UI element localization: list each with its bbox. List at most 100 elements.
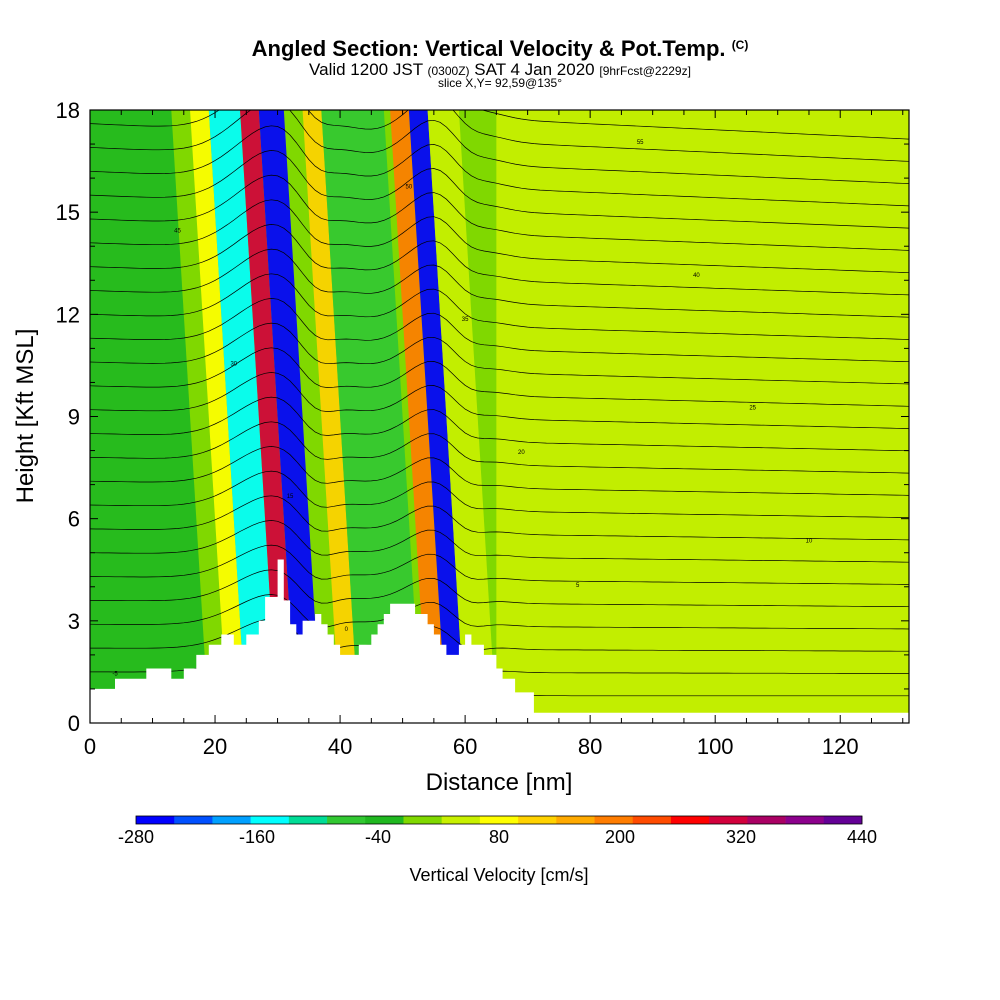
chart-slice-line: slice X,Y= 92,59@135° [437, 76, 563, 90]
x-tick-label: 20 [203, 734, 227, 759]
pot-temp-contour [90, 372, 909, 429]
colorbar-swatch [479, 816, 519, 824]
velocity-band [90, 110, 209, 723]
pot-temp-contour [90, 347, 909, 407]
pot-temp-contour [90, 150, 909, 229]
contour-label: 45 [174, 229, 181, 235]
colorbar-swatch [823, 816, 863, 824]
pot-temp-contour [481, 110, 909, 140]
pot-temp-contour [90, 125, 909, 207]
valid-date: SAT 4 Jan 2020 [474, 60, 595, 79]
x-tick-label: 40 [328, 734, 352, 759]
chart-title-text: Angled Section: Vertical Velocity & Pot.… [251, 36, 726, 61]
contour-label: -5 [112, 671, 118, 677]
terrain [90, 559, 909, 723]
pot-temp-contour [90, 298, 909, 363]
colorbar: -280 -160 -40 80 200 320 440 [118, 815, 877, 847]
colorbar-swatch [174, 816, 213, 824]
velocity-band [321, 110, 422, 723]
colorbar-swatch [709, 816, 748, 824]
y-tick-label: 0 [68, 711, 80, 736]
pot-temp-contour [90, 470, 909, 518]
velocity-band [427, 110, 497, 723]
colorbar-tick-label: 80 [489, 827, 509, 847]
colorbar-swatch [632, 816, 672, 824]
valid-fcst: [9hrFcst@2229z] [599, 64, 691, 78]
pot-temp-contour [90, 199, 909, 274]
pot-temp-contour [90, 248, 909, 318]
pot-temp-contour [90, 110, 909, 184]
pot-temp-contour [90, 224, 909, 296]
velocity-band [190, 110, 247, 723]
colorbar-swatch [441, 816, 481, 824]
velocity-band [390, 110, 447, 723]
contour-label: 10 [806, 539, 813, 545]
colorbar-swatch [288, 816, 328, 824]
colorbar-title: Vertical Velocity [cm/s] [409, 865, 588, 885]
colorbar-tick-label: 320 [726, 827, 756, 847]
colorbar-swatch [327, 816, 366, 824]
colorbar-swatch [670, 816, 710, 824]
valid-zulu: (0300Z) [427, 64, 470, 78]
x-axis-title: Distance [nm] [426, 769, 573, 796]
x-tick-label: 120 [822, 734, 859, 759]
y-axis: 0 3 6 9 12 15 18 [56, 98, 909, 736]
pot-temp-contour [90, 544, 909, 585]
pot-temp-contour [90, 273, 909, 340]
y-tick-label: 12 [56, 302, 80, 327]
chart-title: Angled Section: Vertical Velocity & Pot.… [0, 36, 1000, 62]
pot-temp-contour [90, 495, 909, 541]
colorbar-swatch [365, 816, 404, 824]
colorbar-tick-label: 440 [847, 827, 877, 847]
pot-temp-contour [90, 396, 909, 452]
pot-temp-contour [90, 520, 909, 563]
pot-temp-contour [90, 569, 909, 608]
y-tick-label: 6 [68, 507, 80, 532]
colorbar-swatch [136, 816, 175, 824]
chart-title-mark: (C) [731, 38, 749, 52]
y-tick-label: 18 [56, 98, 80, 123]
x-tick-label: 100 [697, 734, 734, 759]
contour-label: 35 [462, 317, 469, 323]
colorbar-swatch [250, 816, 290, 824]
contour-label: 55 [637, 140, 644, 146]
x-tick-label: 80 [578, 734, 602, 759]
colorbar-swatch [747, 816, 786, 824]
y-tick-label: 9 [68, 405, 80, 430]
contour-label: 5 [576, 583, 580, 589]
colorbar-tick-label: -280 [118, 827, 154, 847]
colorbar-frame [135, 815, 863, 825]
contour-label: 30 [230, 361, 237, 367]
colorbar-tick-label: -40 [365, 827, 391, 847]
valid-prefix: Valid 1200 JST [309, 60, 423, 79]
chart-valid-line: Valid 1200 JST (0300Z) SAT 4 Jan 2020 [9… [0, 60, 1000, 80]
velocity-field [90, 110, 909, 723]
contour-label: 40 [693, 273, 700, 279]
contour-label: 50 [406, 184, 413, 190]
y-tick-label: 15 [56, 200, 80, 225]
colorbar-swatch [785, 816, 825, 824]
colorbar-swatch [556, 816, 595, 824]
pot-temp-contour [90, 322, 909, 385]
contour-label: 20 [518, 450, 525, 456]
x-tick-label: 0 [84, 734, 96, 759]
colorbar-swatch [212, 816, 251, 824]
contour-label: 0 [345, 627, 349, 633]
velocity-band [208, 110, 278, 723]
x-axis: 0 20 40 60 80 100 120 [84, 110, 904, 759]
pot-temp-contour [90, 421, 909, 474]
colorbar-tick-label: -160 [239, 827, 275, 847]
y-axis-title: Height [Kft MSL] [12, 329, 39, 504]
velocity-band [408, 110, 466, 723]
pot-temp-contour [90, 446, 909, 496]
velocity-band [302, 110, 359, 723]
velocity-band [496, 110, 909, 723]
contour-label: 15 [287, 494, 294, 500]
terrain-mask [90, 559, 909, 723]
contour-label: 25 [749, 406, 756, 412]
pot-temp-contour [90, 110, 909, 162]
colorbar-swatch [518, 816, 557, 824]
colorbar-swatch [403, 816, 442, 824]
colorbar-swatch [594, 816, 634, 824]
